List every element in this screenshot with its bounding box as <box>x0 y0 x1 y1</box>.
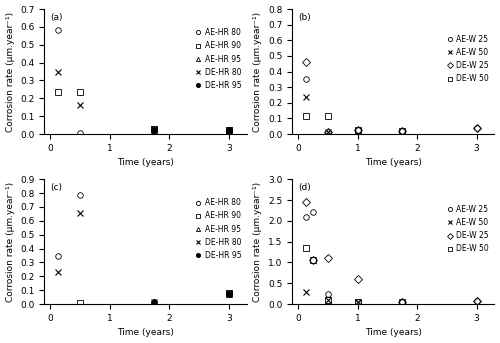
Y-axis label: Corrosion rate (µm.year⁻¹): Corrosion rate (µm.year⁻¹) <box>254 12 262 132</box>
Text: (c): (c) <box>50 183 62 192</box>
X-axis label: Time (years): Time (years) <box>365 158 422 167</box>
Legend: AE-W 25, AE-W 50, DE-W 25, DE-W 50: AE-W 25, AE-W 50, DE-W 25, DE-W 50 <box>446 203 490 255</box>
X-axis label: Time (years): Time (years) <box>117 329 174 338</box>
Y-axis label: Corrosion rate (µm.year⁻¹): Corrosion rate (µm.year⁻¹) <box>6 12 15 132</box>
X-axis label: Time (years): Time (years) <box>365 329 422 338</box>
Legend: AE-HR 80, AE-HR 90, AE-HR 95, DE-HR 80, DE-HR 95: AE-HR 80, AE-HR 90, AE-HR 95, DE-HR 80, … <box>194 197 242 262</box>
Legend: AE-HR 80, AE-HR 90, AE-HR 95, DE-HR 80, DE-HR 95: AE-HR 80, AE-HR 90, AE-HR 95, DE-HR 80, … <box>194 27 242 92</box>
Y-axis label: Corrosion rate (µm.year⁻¹): Corrosion rate (µm.year⁻¹) <box>6 181 15 302</box>
Legend: AE-W 25, AE-W 50, DE-W 25, DE-W 50: AE-W 25, AE-W 50, DE-W 25, DE-W 50 <box>446 33 490 85</box>
Text: (d): (d) <box>298 183 311 192</box>
Text: (b): (b) <box>298 13 311 22</box>
X-axis label: Time (years): Time (years) <box>117 158 174 167</box>
Y-axis label: Corrosion rate (µm.year⁻¹): Corrosion rate (µm.year⁻¹) <box>254 181 262 302</box>
Text: (a): (a) <box>50 13 63 22</box>
